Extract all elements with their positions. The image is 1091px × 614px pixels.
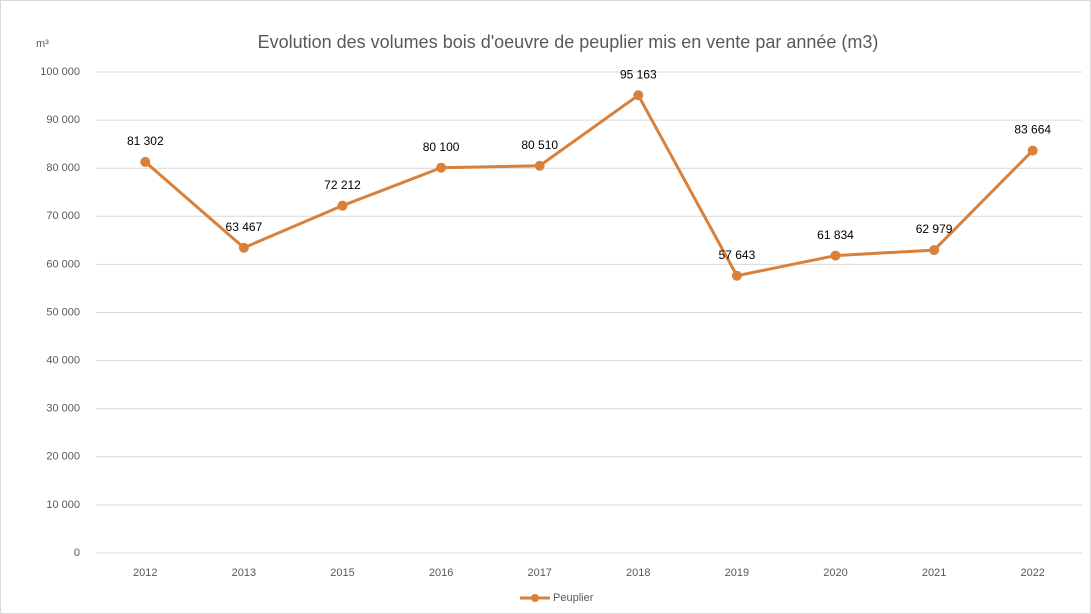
x-tick-label: 2020 — [823, 567, 847, 579]
data-point — [633, 90, 644, 101]
x-tick-label: 2015 — [330, 567, 354, 579]
legend-marker — [531, 594, 539, 602]
y-axis-label: m³ — [36, 38, 49, 50]
data-label: 81 302 — [127, 134, 164, 148]
data-point — [140, 156, 151, 167]
x-tick-label: 2013 — [232, 567, 256, 579]
legend-label: Peuplier — [553, 592, 594, 604]
data-label: 72 212 — [324, 178, 361, 192]
data-point — [731, 270, 742, 281]
data-label: 95 163 — [620, 67, 657, 81]
x-tick-label: 2019 — [725, 567, 749, 579]
data-point — [337, 200, 348, 211]
y-tick-label: 60 000 — [46, 258, 80, 270]
series-line — [144, 93, 1034, 278]
x-tick-label: 2016 — [429, 567, 453, 579]
y-tick-label: 90 000 — [46, 114, 80, 126]
data-point — [929, 245, 940, 256]
data-label: 83 664 — [1014, 123, 1051, 137]
x-tick-label: 2012 — [133, 567, 157, 579]
data-point — [436, 162, 447, 173]
chart-title: Evolution des volumes bois d'oeuvre de p… — [258, 32, 879, 52]
data-label: 62 979 — [916, 222, 953, 236]
y-tick-label: 20 000 — [46, 451, 80, 463]
y-tick-label: 100 000 — [40, 66, 80, 78]
data-point — [1027, 145, 1038, 156]
data-point — [830, 250, 841, 261]
y-tick-label: 70 000 — [46, 210, 80, 222]
y-tick-label: 50 000 — [46, 306, 80, 318]
x-tick-label: 2021 — [922, 567, 946, 579]
data-label: 80 510 — [521, 138, 558, 152]
data-point — [238, 242, 249, 253]
x-tick-label: 2022 — [1020, 567, 1044, 579]
data-label: 63 467 — [226, 220, 263, 234]
x-tick-label: 2018 — [626, 567, 650, 579]
y-tick-label: 40 000 — [46, 355, 80, 367]
data-label: 57 643 — [719, 248, 756, 262]
data-label: 61 834 — [817, 228, 854, 242]
data-label: 80 100 — [423, 140, 460, 154]
y-tick-label: 0 — [74, 547, 80, 559]
y-tick-label: 80 000 — [46, 162, 80, 174]
y-tick-label: 10 000 — [46, 499, 80, 511]
data-point — [534, 160, 545, 171]
y-tick-label: 30 000 — [46, 403, 80, 415]
x-tick-label: 2017 — [527, 567, 551, 579]
